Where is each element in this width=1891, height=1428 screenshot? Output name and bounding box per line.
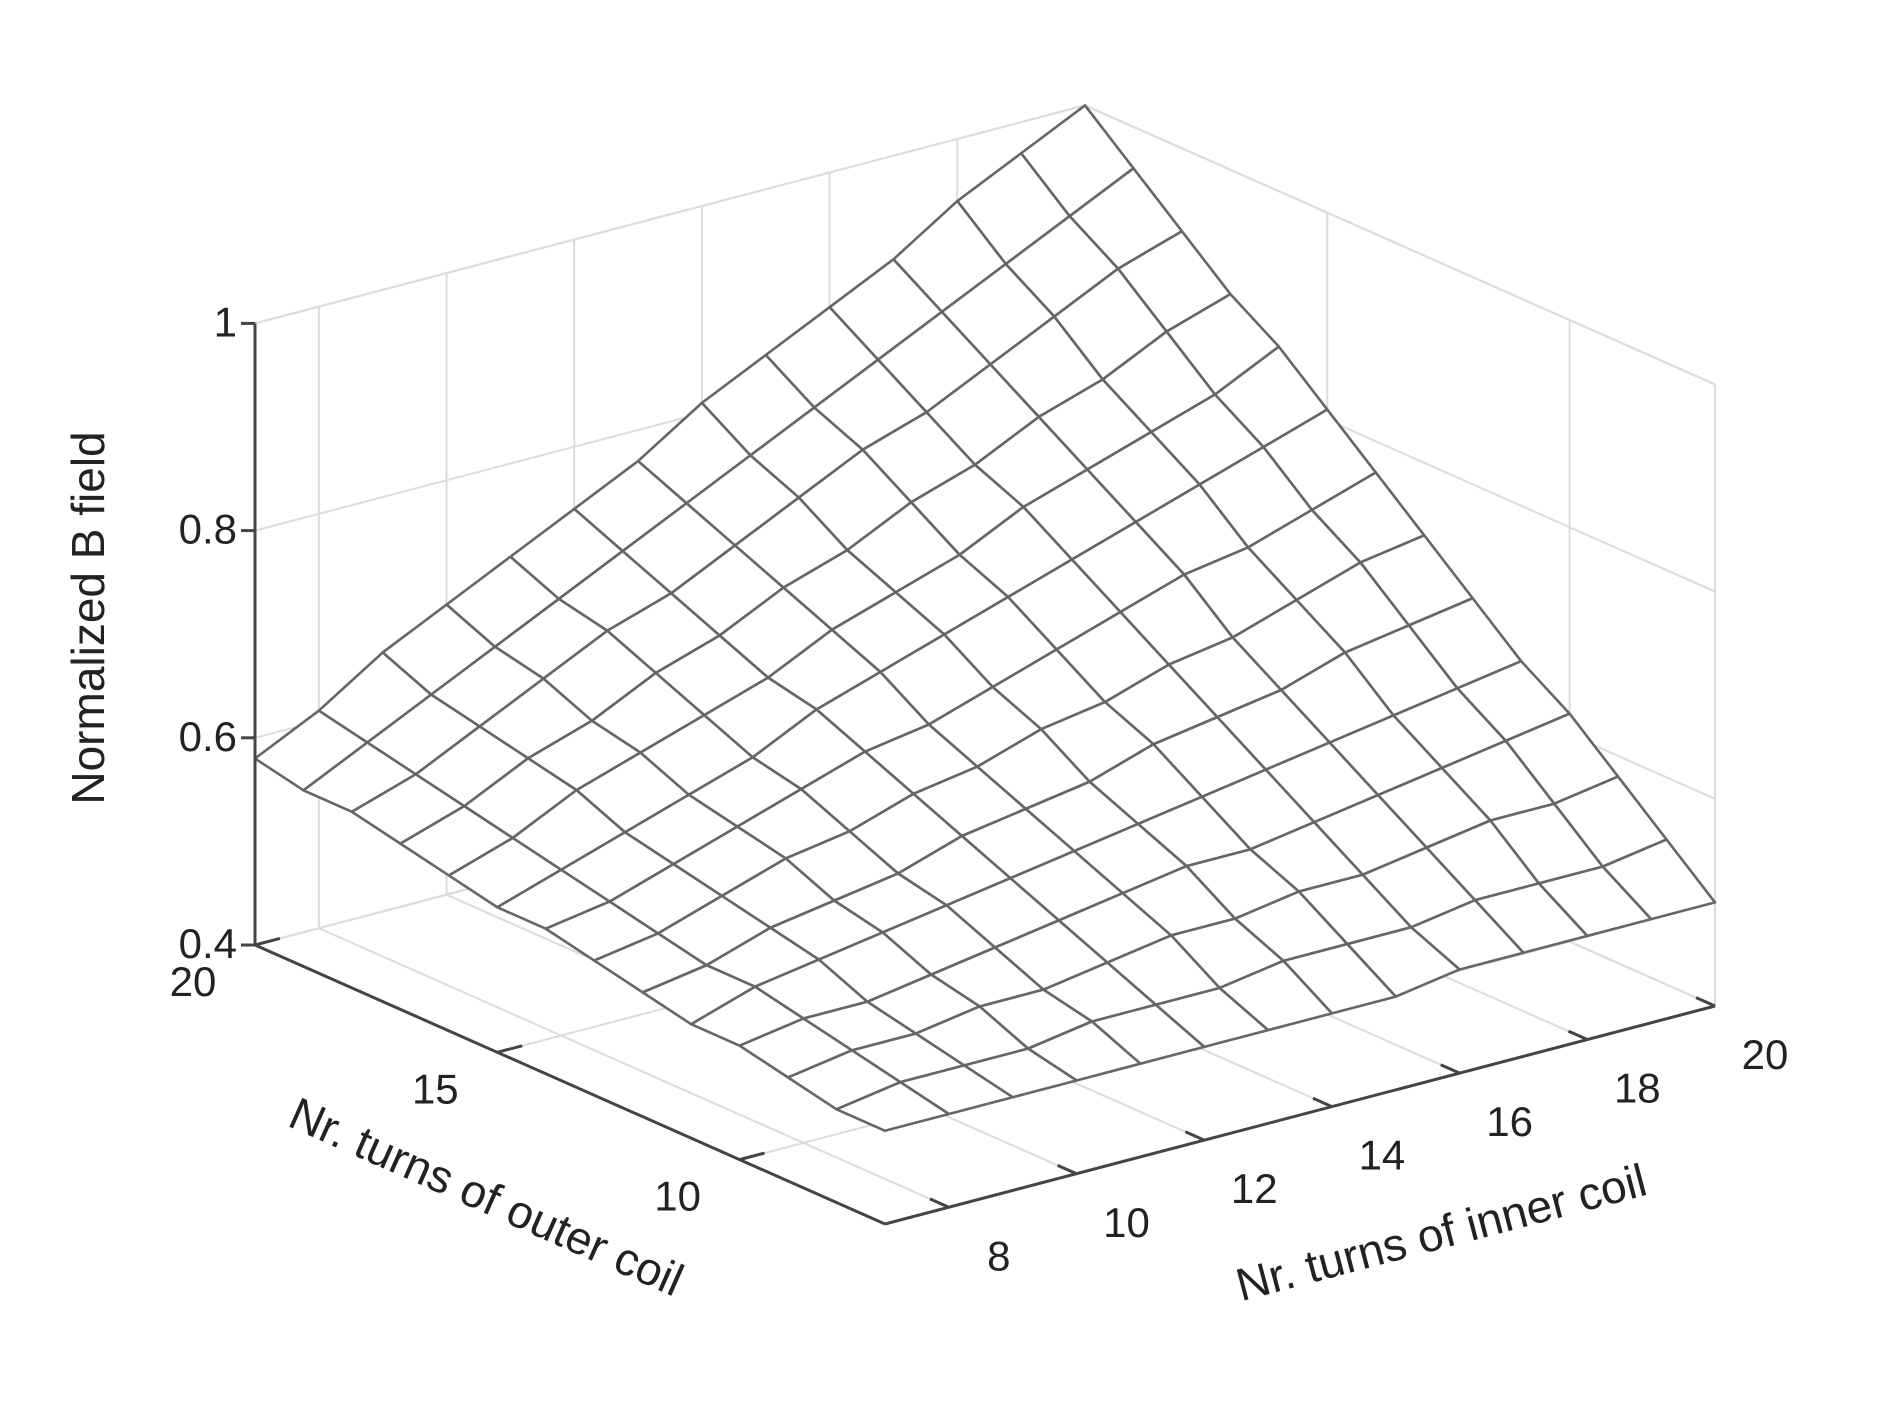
y-tick bbox=[739, 1151, 765, 1162]
y-tick bbox=[254, 937, 281, 947]
y-tick-label: 15 bbox=[412, 1065, 459, 1112]
x-tick bbox=[1184, 1130, 1205, 1142]
surface-cell bbox=[835, 1080, 951, 1133]
x-tick-label: 16 bbox=[1486, 1098, 1533, 1145]
x-tick-label: 20 bbox=[1742, 1031, 1789, 1078]
grid-line bbox=[1084, 104, 1716, 386]
x-tick-label: 14 bbox=[1359, 1132, 1406, 1179]
x-tick bbox=[929, 1197, 950, 1209]
x-tick bbox=[1312, 1096, 1333, 1108]
surface bbox=[253, 104, 1717, 1133]
grid-line bbox=[318, 927, 950, 1209]
y-tick-label: 10 bbox=[654, 1173, 701, 1220]
z-tick-label: 0.8 bbox=[179, 506, 237, 553]
x-tick-label: 10 bbox=[1103, 1199, 1150, 1246]
x-tick-label: 12 bbox=[1231, 1165, 1278, 1212]
y-tick bbox=[496, 1044, 523, 1054]
y-axis bbox=[254, 943, 886, 1226]
z-tick-label: 0.6 bbox=[179, 713, 237, 760]
z-tick-label: 1 bbox=[214, 298, 237, 345]
x-tick-label: 18 bbox=[1614, 1065, 1661, 1112]
x-tick-label: 8 bbox=[987, 1232, 1010, 1279]
x-tick bbox=[1567, 1029, 1588, 1041]
x-tick bbox=[1057, 1163, 1078, 1176]
y-tick-label: 20 bbox=[170, 958, 217, 1005]
grid-line bbox=[254, 104, 1086, 325]
z-tick-label: 0.4 bbox=[179, 920, 237, 967]
y-axis-label: Nr. turns of outer coil bbox=[282, 1087, 691, 1306]
x-axis bbox=[884, 1004, 1716, 1226]
z-axis-label: Normalized B field bbox=[62, 431, 114, 804]
x-tick bbox=[1440, 1063, 1461, 1075]
x-tick bbox=[1695, 996, 1716, 1008]
x-axis-label: Nr. turns of inner coil bbox=[1230, 1154, 1651, 1311]
